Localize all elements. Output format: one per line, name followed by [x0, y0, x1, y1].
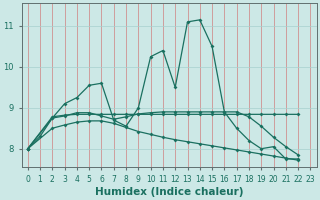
X-axis label: Humidex (Indice chaleur): Humidex (Indice chaleur)	[95, 187, 243, 197]
